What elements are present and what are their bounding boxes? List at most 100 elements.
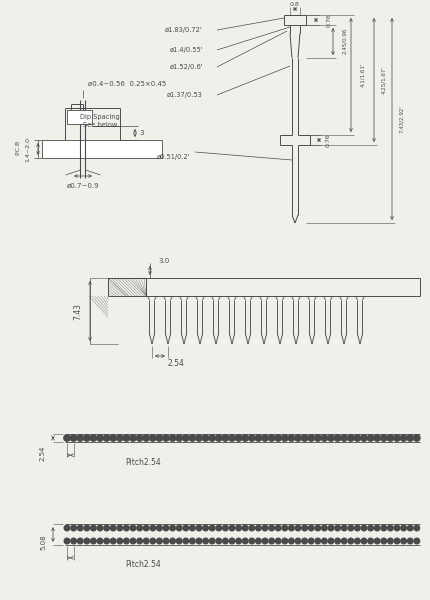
Circle shape [97,435,103,441]
Circle shape [281,525,287,531]
Circle shape [386,435,393,441]
Circle shape [97,538,103,544]
Circle shape [249,538,254,544]
Circle shape [261,435,267,441]
Text: 0.76: 0.76 [326,13,331,27]
Circle shape [341,525,346,531]
Circle shape [360,538,366,544]
Circle shape [103,435,110,441]
Circle shape [347,538,353,544]
Circle shape [117,525,122,531]
Circle shape [64,435,70,441]
Text: 0.76: 0.76 [325,133,330,147]
Circle shape [129,435,136,441]
Circle shape [334,538,340,544]
Circle shape [209,435,215,441]
Circle shape [189,538,195,544]
Circle shape [314,435,320,441]
Circle shape [367,538,372,544]
Circle shape [393,435,399,441]
Circle shape [321,538,326,544]
Circle shape [104,525,109,531]
Circle shape [235,525,241,531]
Bar [67,110,92,124]
Circle shape [83,435,90,441]
Circle shape [77,538,83,544]
Circle shape [373,435,380,441]
Circle shape [380,538,386,544]
Circle shape [353,435,360,441]
Circle shape [255,538,261,544]
Text: See below: See below [83,122,117,128]
Circle shape [130,525,135,531]
Circle shape [308,525,313,531]
Text: ø1.4/0.55': ø1.4/0.55' [169,47,203,53]
Circle shape [360,525,366,531]
Circle shape [406,435,412,441]
Text: 4.25/1.67': 4.25/1.67' [381,66,386,94]
Text: ø0.7~0.9: ø0.7~0.9 [67,183,99,189]
Circle shape [248,435,255,441]
Circle shape [366,435,373,441]
Circle shape [90,435,96,441]
Circle shape [314,538,320,544]
Text: 2.54: 2.54 [167,359,184,368]
Circle shape [149,435,156,441]
Circle shape [136,538,142,544]
Text: ø0.4~0.56  0.25×0.45: ø0.4~0.56 0.25×0.45 [88,81,166,87]
Circle shape [71,538,76,544]
Text: Pitch2.54: Pitch2.54 [125,458,160,467]
Bar [42,140,162,158]
Circle shape [288,538,294,544]
Circle shape [399,435,406,441]
Circle shape [163,538,169,544]
Circle shape [360,435,366,441]
Circle shape [275,538,280,544]
Circle shape [215,525,221,531]
Circle shape [136,435,142,441]
Circle shape [143,525,149,531]
Circle shape [228,435,235,441]
Circle shape [156,525,162,531]
Circle shape [393,525,399,531]
Circle shape [347,525,353,531]
Circle shape [229,538,234,544]
Circle shape [90,538,96,544]
Circle shape [294,435,301,441]
Circle shape [196,538,201,544]
Circle shape [169,525,175,531]
Circle shape [156,435,162,441]
Text: 4.1/1.61': 4.1/1.61' [359,63,365,87]
Circle shape [209,538,215,544]
Circle shape [387,525,392,531]
Circle shape [222,525,227,531]
Text: 2.45/0.96: 2.45/0.96 [342,28,347,54]
Circle shape [183,538,188,544]
Circle shape [189,525,195,531]
Circle shape [189,435,195,441]
Circle shape [84,538,89,544]
Text: Dip Spacing: Dip Spacing [80,114,120,120]
Circle shape [380,525,386,531]
Circle shape [301,435,307,441]
Circle shape [268,525,274,531]
Circle shape [367,525,372,531]
Circle shape [169,435,175,441]
Circle shape [195,435,202,441]
Circle shape [301,525,307,531]
Circle shape [71,525,76,531]
Circle shape [183,525,188,531]
Circle shape [215,538,221,544]
Circle shape [156,538,162,544]
Circle shape [110,538,116,544]
Circle shape [123,538,129,544]
Circle shape [136,525,142,531]
Circle shape [320,435,327,441]
Text: 5.08: 5.08 [40,534,46,550]
Circle shape [301,538,307,544]
Circle shape [203,538,208,544]
Circle shape [249,525,254,531]
Circle shape [97,525,103,531]
Circle shape [327,525,333,531]
Circle shape [235,435,241,441]
